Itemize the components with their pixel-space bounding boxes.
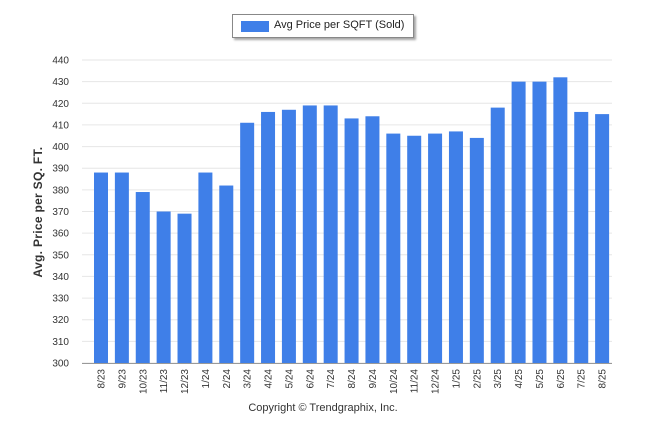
x-tick-label: 7/24 — [326, 369, 337, 389]
x-tick-label: 4/24 — [264, 369, 275, 389]
y-tick-label: 430 — [52, 77, 69, 88]
bar-8-25 — [595, 114, 610, 363]
legend-label: Avg Price per SQFT (Sold) — [274, 19, 405, 31]
x-tick-label: 2/25 — [472, 369, 483, 389]
x-tick-label: 4/25 — [514, 369, 525, 389]
x-tick-label: 1/24 — [201, 369, 212, 389]
bar-10-23 — [135, 192, 150, 363]
bar-series — [94, 77, 610, 364]
bar-12-23 — [177, 213, 192, 363]
x-axis-ticks: 8/23 9/23 10/23 11/23 12/23 1/24 2/24 3/24 4/24 5… — [97, 369, 609, 394]
x-tick-label: 3/24 — [243, 369, 254, 389]
y-tick-label: 390 — [52, 164, 69, 175]
y-tick-label: 330 — [52, 294, 69, 305]
y-tick-label: 310 — [52, 337, 69, 348]
x-tick-label: 10/23 — [138, 369, 149, 394]
bar-6-25 — [553, 77, 568, 364]
bar-9-23 — [114, 172, 129, 363]
x-tick-label: 6/24 — [305, 369, 316, 389]
x-tick-label: 12/23 — [180, 369, 191, 394]
bar-2-24 — [219, 185, 234, 363]
bar-1-25 — [448, 131, 463, 363]
y-tick-label: 370 — [52, 207, 69, 218]
x-tick-label: 11/23 — [159, 369, 170, 394]
bar-5-24 — [281, 109, 296, 364]
y-axis-ticks: 300 310 320 330 340 350 360 370 380 390 400 410 420 4… — [52, 56, 69, 370]
x-tick-label: 7/25 — [577, 369, 588, 389]
bar-3-25 — [490, 107, 505, 363]
x-tick-label: 5/24 — [284, 369, 295, 389]
bar-7-24 — [323, 105, 338, 363]
bar-4-25 — [511, 81, 526, 364]
legend: Avg Price per SQFT (Sold) — [232, 14, 414, 38]
bar-7-25 — [574, 111, 589, 363]
x-tick-label: 8/25 — [598, 369, 609, 389]
bar-12-24 — [428, 133, 443, 363]
bar-11-23 — [156, 211, 171, 363]
bar-11-24 — [407, 135, 422, 363]
x-tick-label: 12/24 — [431, 369, 442, 394]
x-tick-label: 9/23 — [117, 369, 128, 389]
bar-4-24 — [261, 111, 276, 363]
x-tick-label: 5/25 — [535, 369, 546, 389]
x-tick-label: 3/25 — [493, 369, 504, 389]
bar-10-24 — [386, 133, 401, 363]
copyright-text: Copyright © Trendgraphix, Inc. — [248, 402, 398, 414]
y-axis-label: Avg. Price per SQ. FT. — [31, 146, 45, 278]
x-tick-label: 2/24 — [222, 369, 233, 389]
bar-1-24 — [198, 172, 213, 363]
y-tick-label: 360 — [52, 229, 69, 240]
y-tick-label: 410 — [52, 120, 69, 131]
bar-9-24 — [365, 116, 380, 364]
y-tick-label: 350 — [52, 250, 69, 261]
bar-8-23 — [94, 172, 108, 363]
bar-3-24 — [240, 122, 255, 363]
x-tick-label: 8/24 — [347, 369, 358, 389]
x-tick-label: 9/24 — [368, 369, 379, 389]
bar-6-24 — [302, 105, 317, 363]
x-tick-label: 11/24 — [410, 369, 421, 394]
y-tick-label: 380 — [52, 185, 69, 196]
y-tick-label: 320 — [52, 315, 69, 326]
y-tick-label: 420 — [52, 99, 69, 110]
bar-8-24 — [344, 118, 359, 363]
y-tick-label: 440 — [52, 56, 69, 67]
y-tick-label: 340 — [52, 272, 69, 283]
legend-swatch — [241, 21, 269, 32]
x-tick-label: 1/25 — [451, 369, 462, 389]
bar-2-25 — [469, 137, 484, 363]
x-tick-label: 6/25 — [556, 369, 567, 389]
x-tick-label: 8/23 — [97, 369, 108, 389]
y-tick-label: 400 — [52, 142, 69, 153]
y-tick-label: 300 — [52, 359, 69, 370]
bar-5-25 — [532, 81, 547, 364]
x-tick-label: 10/24 — [389, 369, 400, 394]
